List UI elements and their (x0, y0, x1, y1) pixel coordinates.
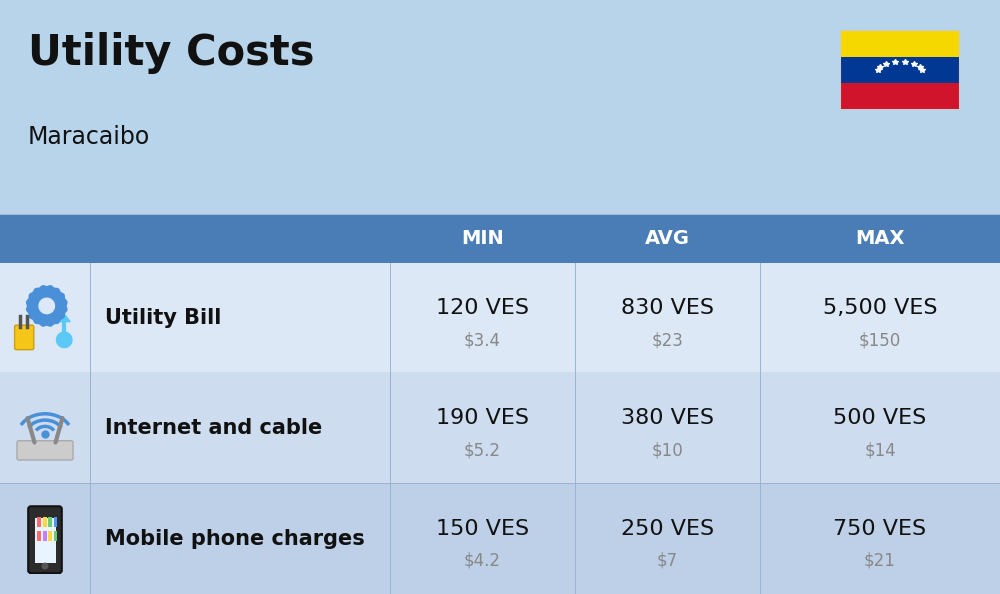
Bar (48, 517, 52, 527)
Text: AVG: AVG (645, 229, 690, 248)
Text: $10: $10 (652, 441, 683, 460)
Text: Mobile phone charges: Mobile phone charges (105, 529, 365, 549)
Text: 750 VES: 750 VES (833, 519, 927, 539)
Bar (840, 56, 960, 83)
Bar (37, 517, 41, 527)
FancyBboxPatch shape (28, 506, 62, 573)
Polygon shape (39, 298, 54, 314)
Bar (54, 532, 57, 541)
Text: 190 VES: 190 VES (436, 409, 529, 428)
Bar (43, 517, 47, 527)
Text: 150 VES: 150 VES (436, 519, 529, 539)
Text: $21: $21 (864, 552, 896, 570)
Bar (34, 518, 56, 563)
Bar (840, 30, 960, 56)
Bar (43, 532, 47, 541)
Text: 380 VES: 380 VES (621, 409, 714, 428)
Polygon shape (57, 332, 72, 347)
Text: $3.4: $3.4 (464, 331, 501, 349)
Polygon shape (58, 314, 70, 322)
Text: 830 VES: 830 VES (621, 298, 714, 318)
Text: $5.2: $5.2 (464, 441, 501, 460)
FancyBboxPatch shape (17, 441, 73, 460)
Bar (54, 517, 57, 527)
FancyBboxPatch shape (15, 325, 34, 350)
Text: Utility Costs: Utility Costs (28, 32, 314, 74)
Text: 120 VES: 120 VES (436, 298, 529, 318)
Text: Utility Bill: Utility Bill (105, 308, 221, 328)
Text: $7: $7 (657, 552, 678, 570)
Text: $23: $23 (652, 331, 683, 349)
Bar (48, 532, 52, 541)
Text: 5,500 VES: 5,500 VES (823, 298, 937, 318)
Text: MAX: MAX (855, 229, 905, 248)
Circle shape (42, 563, 48, 569)
Text: 500 VES: 500 VES (833, 409, 927, 428)
Bar (840, 83, 960, 110)
Text: Internet and cable: Internet and cable (105, 419, 322, 438)
Polygon shape (27, 286, 67, 326)
Text: MIN: MIN (461, 229, 504, 248)
Text: $4.2: $4.2 (464, 552, 501, 570)
Text: 250 VES: 250 VES (621, 519, 714, 539)
Text: Maracaibo: Maracaibo (28, 125, 150, 149)
Text: $14: $14 (864, 441, 896, 460)
Text: $150: $150 (859, 331, 901, 349)
Bar (37, 532, 41, 541)
